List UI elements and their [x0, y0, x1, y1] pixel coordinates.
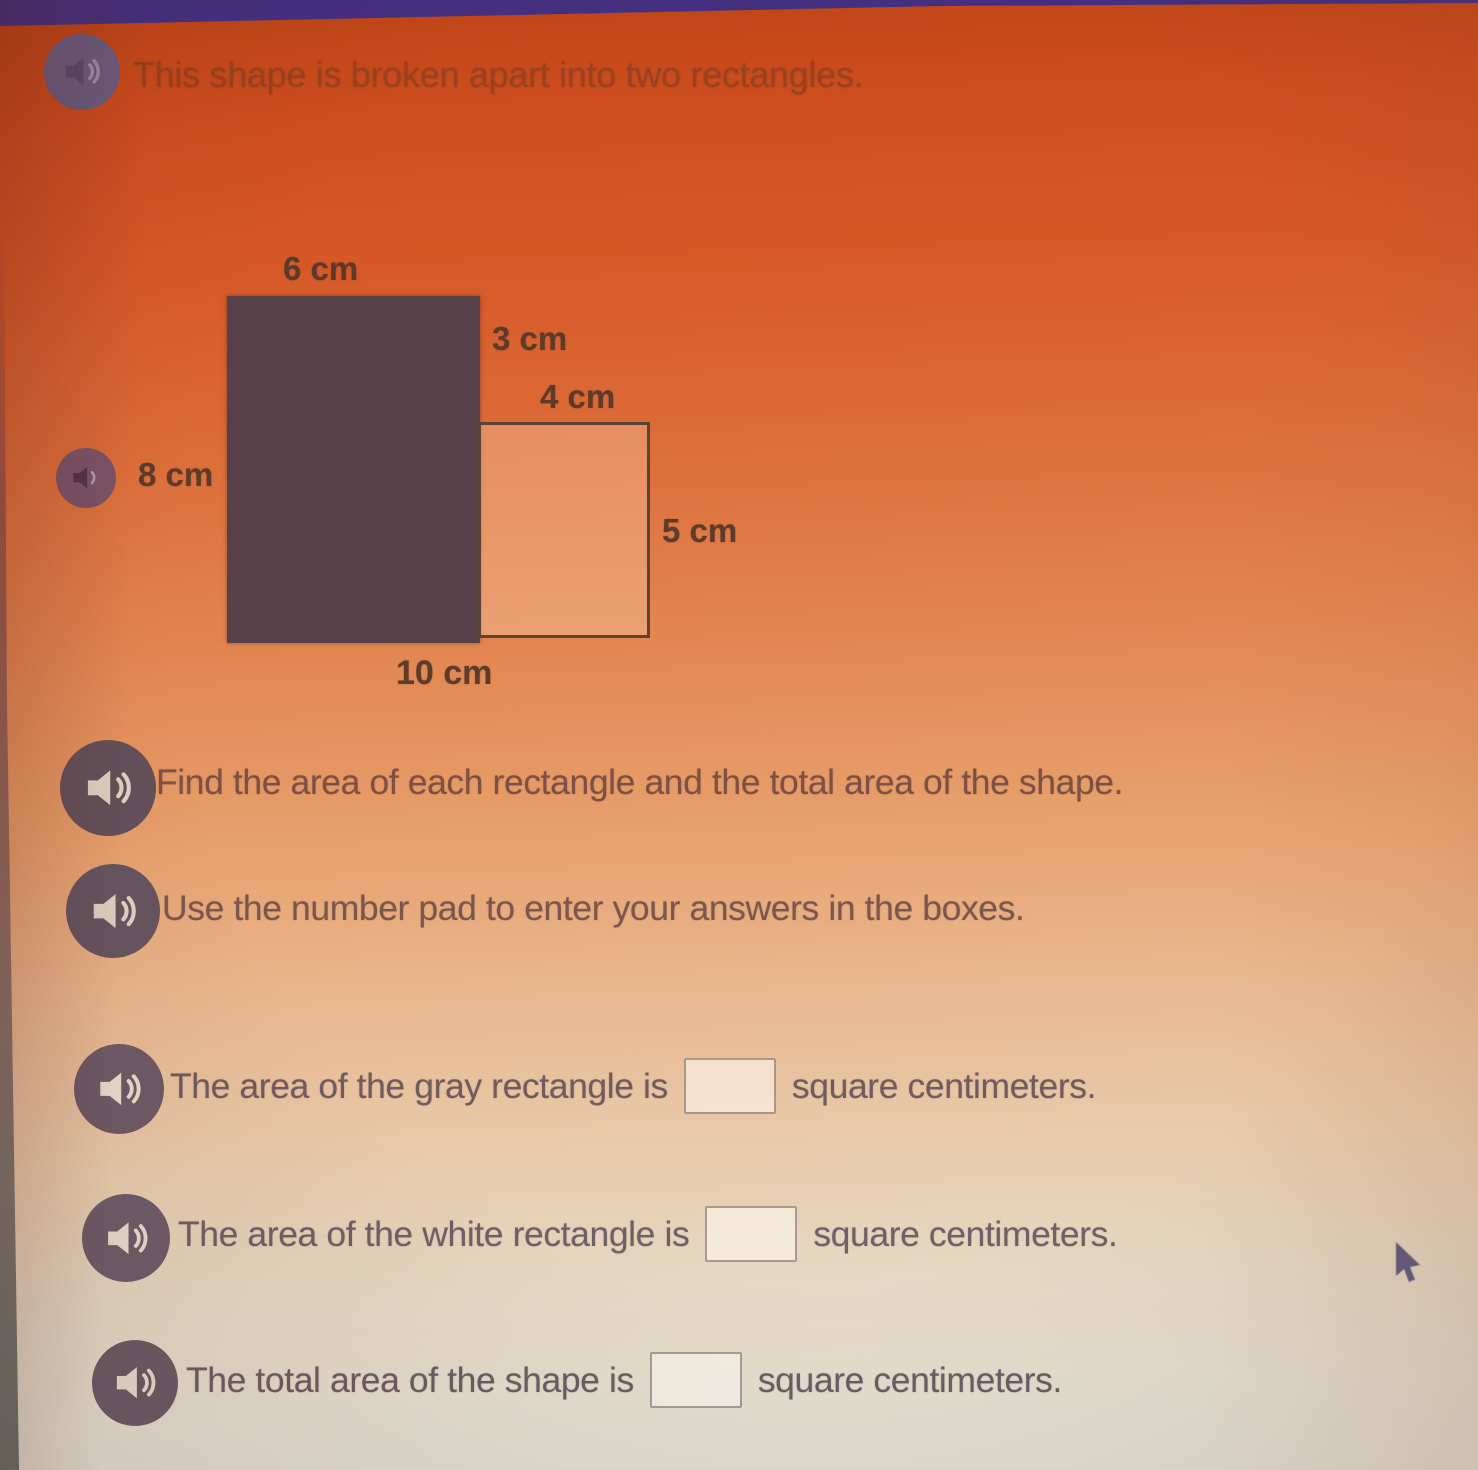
white-area-input[interactable] — [705, 1206, 798, 1262]
instruction-numpad: Use the number pad to enter your answers… — [162, 888, 1025, 929]
dim-label-gray-height: 8 cm — [138, 456, 214, 493]
answer-row-white: The area of the white rectangle is squar… — [178, 1206, 1118, 1262]
prompt-title: This shape is broken apart into two rect… — [133, 54, 864, 95]
speaker-icon — [117, 1367, 156, 1399]
screen-top-band — [0, 0, 1478, 26]
dim-label-white-width: 4 cm — [540, 378, 616, 415]
answer-row-gray: The area of the gray rectangle is square… — [170, 1058, 1096, 1114]
dim-label-gray-width: 6 cm — [283, 250, 359, 287]
dim-label-white-height: 5 cm — [662, 512, 738, 549]
audio-button-heading[interactable] — [44, 34, 120, 110]
total-area-input[interactable] — [649, 1352, 742, 1408]
answer-row-total: The total area of the shape is square ce… — [186, 1352, 1062, 1408]
dim-label-offset: 3 cm — [492, 320, 568, 357]
speaker-icon — [100, 1072, 141, 1106]
audio-button-8cm[interactable] — [56, 448, 116, 508]
gray-area-input[interactable] — [683, 1058, 776, 1114]
dim-label-total-width: 10 cm — [396, 654, 493, 692]
instruction-find-area: Find the area of each rectangle and the … — [156, 762, 1124, 803]
audio-button-white-area[interactable] — [82, 1194, 170, 1282]
speaker-icon — [93, 893, 136, 928]
speaker-icon — [66, 58, 101, 86]
gray-rectangle — [227, 296, 480, 643]
answer-suffix: square centimeters. — [813, 1213, 1118, 1254]
answer-suffix: square centimeters. — [791, 1065, 1097, 1106]
speaker-icon — [107, 1222, 148, 1254]
audio-button-gray-area[interactable] — [74, 1044, 164, 1134]
speaker-icon — [73, 467, 96, 489]
audio-button-numpad[interactable] — [66, 864, 160, 958]
instruction-text: Use the number pad to enter your answers… — [162, 888, 1025, 928]
answer-suffix: square centimeters. — [757, 1359, 1063, 1400]
audio-button-find-area[interactable] — [60, 740, 156, 836]
instruction-text: Find the area of each rectangle and the … — [156, 762, 1124, 802]
speaker-icon — [88, 770, 132, 806]
mouse-cursor — [1396, 1242, 1420, 1282]
answer-prefix: The area of the white rectangle is — [178, 1213, 690, 1254]
answer-prefix: The total area of the shape is — [186, 1359, 634, 1400]
answer-prefix: The area of the gray rectangle is — [170, 1065, 668, 1106]
screen-left-edge — [0, 230, 19, 1470]
white-rectangle — [478, 422, 650, 638]
audio-button-total-area[interactable] — [92, 1340, 178, 1426]
